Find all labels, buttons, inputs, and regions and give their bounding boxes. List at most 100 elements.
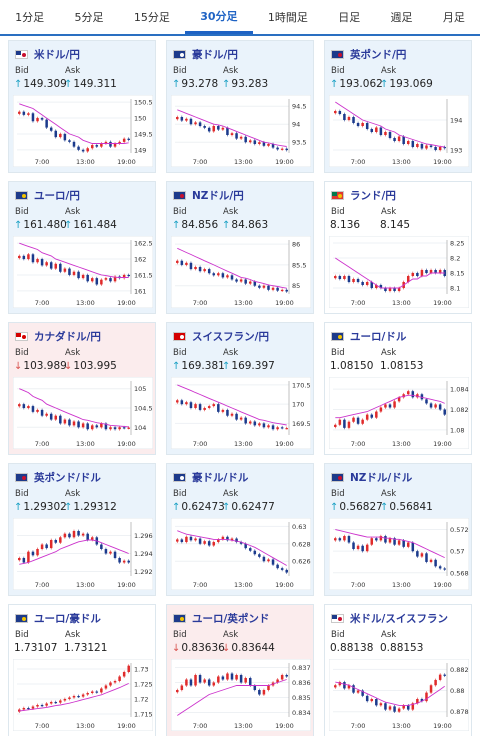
uk-flag-icon <box>331 49 344 59</box>
candle <box>244 417 247 424</box>
x-tick-label: 7:00 <box>35 440 50 448</box>
candle <box>375 285 378 288</box>
candle <box>212 273 216 276</box>
candle <box>95 278 99 285</box>
candle <box>429 145 433 147</box>
candle <box>207 269 211 274</box>
tab-5[interactable]: 日足 <box>338 11 361 24</box>
candle <box>262 556 266 562</box>
tab-2[interactable]: 15分足 <box>133 11 170 24</box>
pair-name[interactable]: ランド/円 <box>350 189 396 202</box>
pair-name[interactable]: 米ドル/スイスフラン <box>350 612 449 625</box>
candle <box>40 705 44 707</box>
candle <box>203 679 206 683</box>
tab-3[interactable]: 30分足 <box>185 0 253 34</box>
rate-card[interactable]: ランド/円 Bid Ask 8.136 8.145 8.25 8.2 8.15 8.1 7:00 1… <box>324 181 472 314</box>
x-tick-label: 13:00 <box>76 722 95 730</box>
rate-card[interactable]: 豪ドル/ドル Bid Ask ↑0.62473 ↑0.62477 0.63 0.628 0.6… <box>166 463 314 596</box>
y-tick-label: 0.837 <box>292 664 311 672</box>
pair-name[interactable]: ユーロ/ドル <box>350 330 407 343</box>
up-arrow-icon: ↑ <box>380 502 389 513</box>
candle <box>244 136 247 143</box>
x-tick-label: 19:00 <box>433 440 452 448</box>
eu-flag-icon <box>15 190 28 200</box>
pair-name[interactable]: 英ポンド/ドル <box>34 471 101 484</box>
tab-0[interactable]: 1分足 <box>15 11 45 24</box>
pair-name[interactable]: カナダドル/円 <box>34 330 101 343</box>
pair-title[interactable]: 米ドル/スイスフラン <box>331 611 448 625</box>
tab-6[interactable]: 週足 <box>390 11 413 24</box>
bid-value: 1.73107 <box>14 642 57 654</box>
pair-title[interactable]: ユーロ/円 <box>15 188 80 202</box>
rate-card[interactable]: 英ポンド/ドル Bid Ask ↑1.29302 ↑1.29312 1.296 1.294 1… <box>8 463 156 596</box>
candle <box>180 117 184 121</box>
pair-title[interactable]: ランド/円 <box>331 188 396 202</box>
y-tick-label: 193 <box>450 147 462 155</box>
x-tick-label: 13:00 <box>234 299 253 307</box>
pair-title[interactable]: カナダドル/円 <box>15 329 101 343</box>
pair-title[interactable]: ユーロ/ドル <box>331 329 406 343</box>
candle <box>90 691 94 693</box>
y-tick-label: 0.882 <box>450 666 469 674</box>
rate-card[interactable]: 米ドル/円 Bid Ask ↑149.309 ↑149.311 150.5 150 149.5… <box>8 40 156 173</box>
pair-title[interactable]: スイスフラン/円 <box>173 329 269 343</box>
pair-name[interactable]: ユーロ/豪ドル <box>34 612 101 625</box>
chart-background <box>171 659 311 731</box>
pair-title[interactable]: ユーロ/英ポンド <box>173 611 269 625</box>
candle <box>77 421 80 428</box>
rate-card[interactable]: ユーロ/英ポンド Bid Ask ↓0.83636 ↓0.83644 0.837 0.836… <box>166 604 314 736</box>
moving-average-line <box>19 242 129 278</box>
pair-name[interactable]: ユーロ/英ポンド <box>192 612 270 625</box>
pair-title[interactable]: 米ドル/円 <box>15 47 80 61</box>
chart-background <box>329 377 469 449</box>
rate-card[interactable]: ユーロ/豪ドル Bid Ask 1.73107 1.73121 1.73 1.725 1.72… <box>8 604 156 736</box>
pair-title[interactable]: ユーロ/豪ドル <box>15 611 101 625</box>
pair-name[interactable]: 豪ドル/ドル <box>192 471 249 484</box>
rate-card[interactable]: 米ドル/スイスフラン Bid Ask 0.88138 0.88153 0.882 0.88 0… <box>324 604 472 736</box>
ask-label: Ask <box>65 630 81 640</box>
candle <box>185 536 188 543</box>
candle <box>217 126 220 130</box>
rate-card[interactable]: 英ポンド/円 Bid Ask ↑193.062 ↑193.069 194 193 7:00 13… <box>324 40 472 173</box>
tab-4[interactable]: 1時間足 <box>267 11 308 24</box>
candle <box>185 118 188 121</box>
pair-title[interactable]: 豪ドル/ドル <box>173 470 248 484</box>
pair-name[interactable]: NZドル/円 <box>192 189 244 202</box>
tab-1[interactable]: 5分足 <box>74 11 104 24</box>
pair-name[interactable]: 英ポンド/円 <box>350 48 407 61</box>
candle <box>100 423 103 428</box>
candle <box>352 685 355 693</box>
pair-name[interactable]: ユーロ/円 <box>34 189 80 202</box>
pair-name[interactable]: 米ドル/円 <box>34 48 80 61</box>
pair-title[interactable]: 豪ドル/円 <box>173 47 238 61</box>
candle <box>40 259 44 266</box>
rate-card[interactable]: スイスフラン/円 Bid Ask ↑169.381 ↑169.397 170.5 170 16… <box>166 322 314 455</box>
candle <box>40 409 44 416</box>
us-flag-icon <box>15 49 28 59</box>
tab-7[interactable]: 月足 <box>442 11 465 24</box>
x-tick-label: 13:00 <box>392 299 411 307</box>
candle <box>258 423 261 426</box>
pair-title[interactable]: NZドル/ドル <box>331 470 412 484</box>
pair-title[interactable]: NZドル/円 <box>173 188 244 202</box>
rate-card[interactable]: NZドル/ドル Bid Ask ↑0.56827 ↑0.56841 0.572 0.57 0.… <box>324 463 472 596</box>
rate-card[interactable]: ユーロ/円 Bid Ask ↑161.480 ↑161.484 162.5 162 161.5… <box>8 181 156 314</box>
moving-average-line <box>19 539 129 565</box>
pair-name[interactable]: NZドル/ドル <box>350 471 413 484</box>
rate-card[interactable]: 豪ドル/円 Bid Ask ↑93.278 ↑93.283 94.5 94 93.5 7:00 1… <box>166 40 314 173</box>
candle <box>388 706 392 710</box>
pair-title[interactable]: 英ポンド/ドル <box>15 470 101 484</box>
rate-card[interactable]: ユーロ/ドル Bid Ask 1.08150 1.08153 1.084 1.082 1.08… <box>324 322 472 455</box>
price-chart: 0.882 0.88 0.878 7:00 13:00 19:00 <box>329 659 469 731</box>
pair-title[interactable]: 英ポンド/円 <box>331 47 406 61</box>
rate-card[interactable]: NZドル/円 Bid Ask ↑84.856 ↑84.863 86 85.5 85 7:00 13… <box>166 181 314 314</box>
candle <box>338 538 342 541</box>
bid-value: ↓0.83636 <box>172 642 225 654</box>
x-tick-label: 7:00 <box>193 158 208 166</box>
rate-card[interactable]: カナダドル/円 Bid Ask ↓103.989 ↓103.995 105 104.5 104… <box>8 322 156 455</box>
candle <box>379 407 383 412</box>
pair-name[interactable]: スイスフラン/円 <box>192 330 270 343</box>
price-chart: 150.5 150 149.5 149 7:00 13:00 19:00 <box>13 95 153 167</box>
pair-name[interactable]: 豪ドル/円 <box>192 48 238 61</box>
candle <box>438 566 442 569</box>
